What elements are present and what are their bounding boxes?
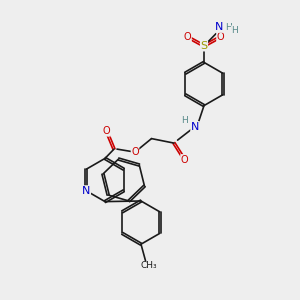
Text: N: N — [82, 186, 91, 196]
Text: H: H — [225, 23, 231, 32]
Text: CH₃: CH₃ — [140, 261, 157, 270]
Text: N: N — [191, 122, 199, 132]
Text: S: S — [200, 41, 208, 51]
Text: O: O — [181, 154, 188, 165]
Text: O: O — [103, 126, 110, 136]
Text: N: N — [215, 22, 223, 32]
Text: O: O — [217, 32, 224, 42]
Text: H: H — [181, 116, 188, 125]
Text: O: O — [184, 32, 191, 42]
Text: H: H — [232, 26, 238, 35]
Text: O: O — [131, 147, 139, 157]
